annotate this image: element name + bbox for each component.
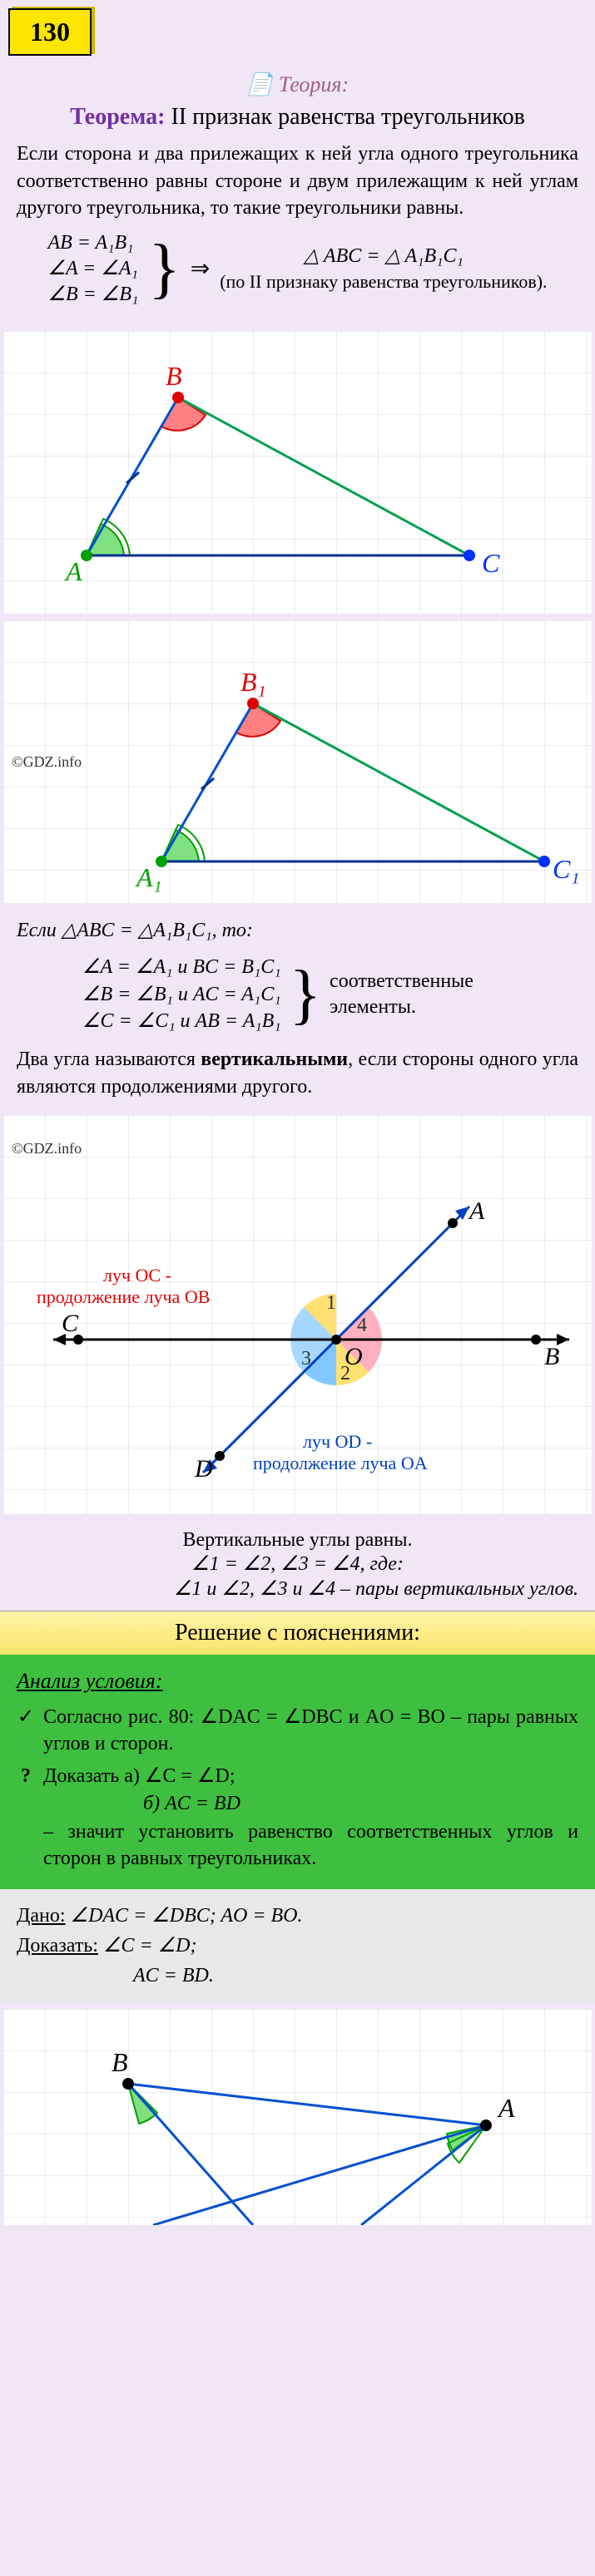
- svg-text:O: O: [345, 1343, 363, 1370]
- vertical-eq-section: Вертикальные углы равны. ∠1 = ∠2, ∠3 = ∠…: [0, 1521, 595, 1611]
- premise-3: ∠B = ∠B₁: [47, 282, 138, 308]
- dok-label: Доказать:: [17, 1935, 98, 1957]
- theorem-heading: Теорема: II признак равенства треугольни…: [17, 102, 578, 132]
- checkmark-icon: ✓: [17, 1704, 35, 1758]
- vertical-eq-pairs: ∠1 и ∠2, ∠3 и ∠4 – пары вертикальных угл…: [17, 1576, 578, 1602]
- corresp-block: ∠A = ∠A₁ и BC = B₁C₁ ∠B = ∠B₁ и AC = A₁C…: [17, 954, 578, 1034]
- theorem-math: AB = A₁B₁ ∠A = ∠A₁ ∠B = ∠B₁ } ⇒ △ ABC = …: [17, 230, 578, 308]
- dok-text-1: ∠C = ∠D;: [103, 1935, 197, 1957]
- conclusion-top: △ ABC = △ A₁B₁C₁: [304, 244, 464, 269]
- dano-text: ∠DAC = ∠DBC; AO = BO.: [71, 1905, 303, 1927]
- bottom-label-B: B: [112, 2047, 128, 2077]
- premise-block: AB = A₁B₁ ∠A = ∠A₁ ∠B = ∠B₁: [47, 230, 138, 308]
- svg-text:3: 3: [301, 1348, 311, 1369]
- bottom-label-A: A: [497, 2093, 515, 2123]
- svg-text:C: C: [62, 1310, 79, 1337]
- conclusion-note: (по II признаку равенства треугольников)…: [220, 270, 547, 294]
- corresp-line-1: ∠A = ∠A₁ и BC = B₁C₁: [82, 954, 281, 980]
- theorem-label: Теорема:: [70, 104, 165, 130]
- theory-section: Теория: Теорема: II признак равенства тр…: [0, 64, 595, 324]
- section-title: Теория:: [17, 72, 578, 97]
- analysis-block: Анализ условия: ✓ Согласно рис. 80: ∠DAC…: [0, 1655, 595, 1888]
- prove-b: б) AC = BD: [43, 1790, 578, 1818]
- label-C1: C₁: [553, 854, 579, 884]
- dano-label: Дано:: [17, 1905, 66, 1927]
- brace-right-icon: }: [148, 245, 180, 292]
- question-icon: ?: [17, 1763, 35, 1873]
- theorem-body: Если сторона и два прилежащих к ней угла…: [17, 141, 578, 221]
- corresp-lines: ∠A = ∠A₁ и BC = B₁C₁ ∠B = ∠B₁ и AC = A₁C…: [82, 954, 281, 1034]
- premise-2: ∠A = ∠A₁: [47, 256, 137, 282]
- corresp-section: Если △ABC = △A₁B₁C₁, то: ∠A = ∠A₁ и BC =…: [0, 910, 595, 1108]
- brace-right-icon-2: }: [290, 971, 321, 1018]
- dok-line: Доказать: ∠C = ∠D;: [17, 1931, 578, 1961]
- corresp-line-2: ∠B = ∠B₁ и AC = A₁C₁: [82, 981, 281, 1008]
- bottom-diagram: B A: [3, 2009, 592, 2225]
- analysis-given: ✓ Согласно рис. 80: ∠DAC = ∠DBC и AO = B…: [17, 1704, 578, 1758]
- corresp-line-3: ∠C = ∠C₁ и AB = A₁B₁: [82, 1008, 281, 1034]
- bottom-svg: B A: [3, 2009, 592, 2225]
- vertical-diagram: 1 2 3 4 A B C D O луч OC - продолжение л…: [3, 1115, 592, 1514]
- dok-text-2: AC = BD.: [17, 1961, 578, 1991]
- copyright-2: ©GDZ.info: [12, 1140, 82, 1157]
- solution-header: Решение с пояснениями:: [0, 1611, 595, 1655]
- copyright-1: ©GDZ.info: [12, 753, 82, 771]
- analysis-prove: ? Доказать а) ∠C = ∠D; б) AC = BD – знач…: [17, 1763, 578, 1873]
- implies-arrow-icon: ⇒: [191, 254, 210, 283]
- prove-a: Доказать а) ∠C = ∠D;: [43, 1763, 578, 1791]
- vertical-eq-line: ∠1 = ∠2, ∠3 = ∠4, где:: [17, 1552, 578, 1576]
- label-B: B: [166, 361, 182, 391]
- page-number-badge: 130: [8, 8, 92, 56]
- svg-text:B: B: [544, 1343, 559, 1370]
- svg-text:D: D: [194, 1455, 213, 1483]
- analysis-prove-body: Доказать а) ∠C = ∠D; б) AC = BD – значит…: [43, 1763, 578, 1873]
- triangle-2-svg: A₁ B₁ C₁: [3, 620, 592, 903]
- label-A: A: [64, 556, 82, 586]
- label-B1: B₁: [240, 667, 266, 697]
- premise-1: AB = A₁B₁: [47, 230, 133, 256]
- theorem-name: II признак равенства треугольников: [171, 104, 524, 130]
- svg-text:4: 4: [357, 1315, 367, 1336]
- label-C: C: [482, 548, 500, 578]
- corresp-label: соответственные элементы.: [330, 969, 513, 1020]
- vertical-eq-title: Вертикальные углы равны.: [17, 1529, 578, 1552]
- label-A1: A₁: [135, 862, 162, 892]
- triangle-diagram-2: A₁ B₁ C₁ ©GDZ.info: [3, 620, 592, 903]
- analysis-given-text: Согласно рис. 80: ∠DAC = ∠DBC и AO = BO …: [43, 1704, 578, 1758]
- dano-line: Дано: ∠DAC = ∠DBC; AO = BO.: [17, 1901, 578, 1931]
- analysis-title: Анализ условия:: [17, 1666, 578, 1696]
- corresp-intro: Если △ABC = △A₁B₁C₁, то:: [17, 918, 578, 942]
- given-block: Дано: ∠DAC = ∠DBC; AO = BO. Доказать: ∠C…: [0, 1889, 595, 2002]
- svg-text:A: A: [468, 1197, 485, 1225]
- prove-meaning: – значит установить равенство соответств…: [43, 1818, 578, 1873]
- triangle-1-svg: A B C: [3, 331, 592, 614]
- page-number: 130: [30, 17, 70, 47]
- conclusion-block: △ ABC = △ A₁B₁C₁ (по II признаку равенст…: [220, 244, 547, 294]
- vertical-svg: 1 2 3 4 A B C D O луч OC - продолжение л…: [3, 1115, 592, 1514]
- svg-text:1: 1: [326, 1292, 336, 1314]
- vertical-definition: Два угла называются вертикальными, если …: [17, 1046, 578, 1100]
- triangle-diagram-1: A B C: [3, 331, 592, 614]
